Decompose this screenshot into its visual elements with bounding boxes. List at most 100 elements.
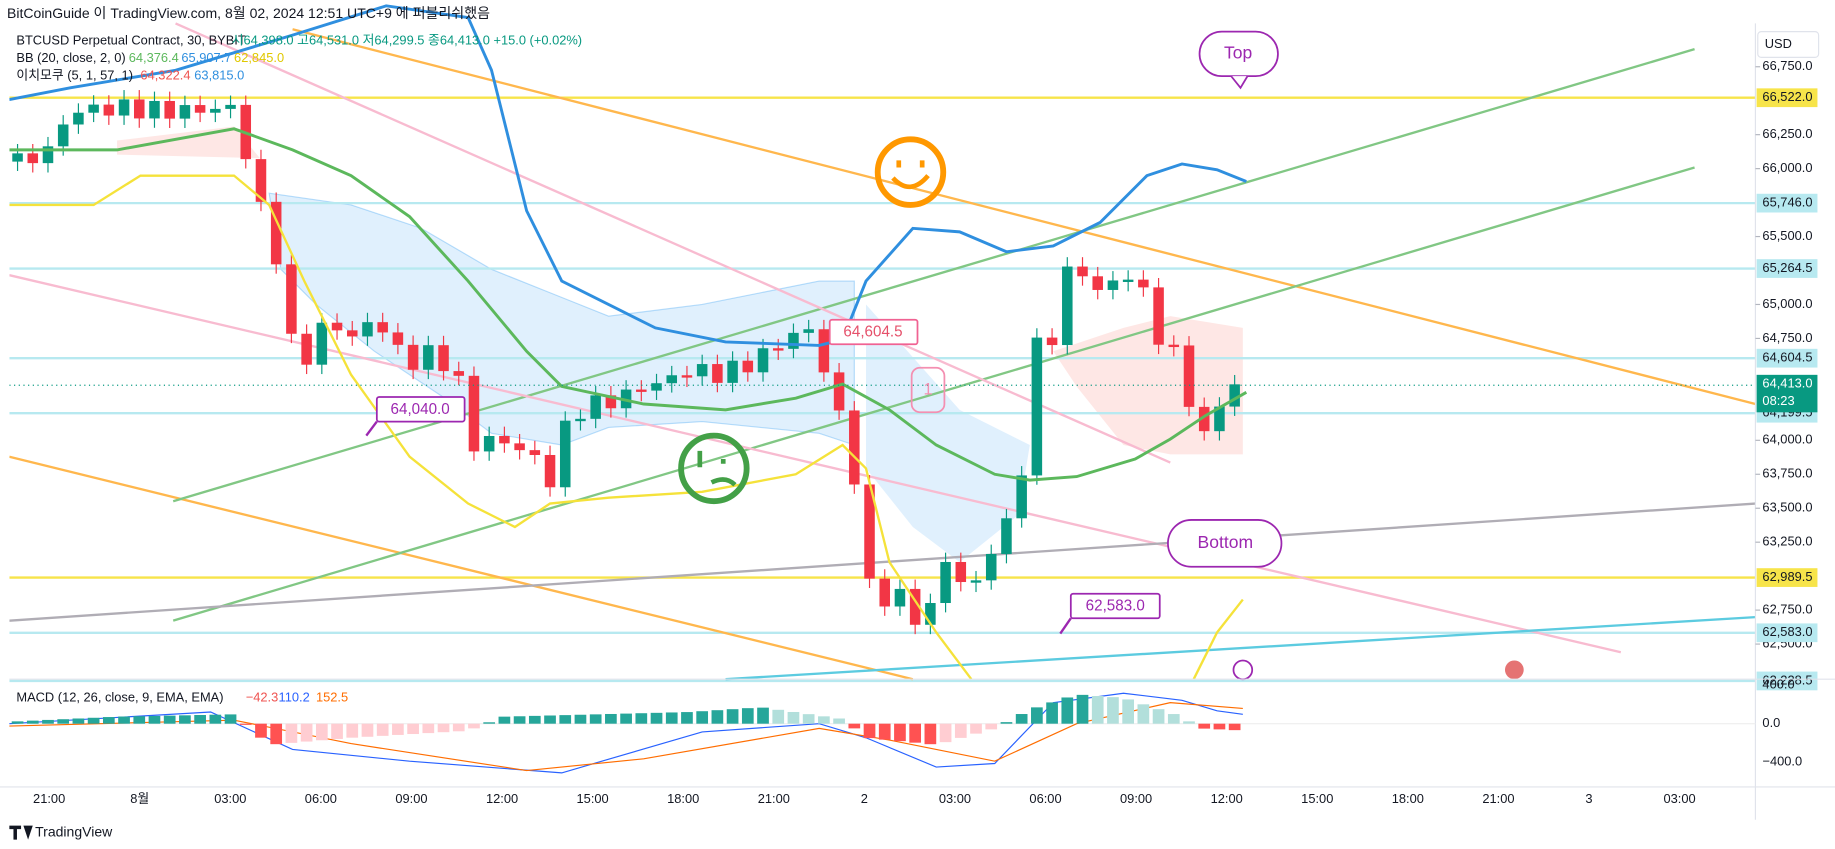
candle-body: [301, 333, 312, 365]
candle-body: [468, 375, 480, 452]
last-price-tag: [1756, 374, 1818, 413]
macd-bar: [1107, 697, 1119, 724]
candle-body: [118, 99, 130, 116]
candle-body: [666, 375, 678, 384]
bb-upper: [9, 4, 1247, 347]
ichimoku-value: 64,322.4: [140, 68, 190, 83]
candle-body: [194, 105, 206, 113]
price-tag: [1756, 88, 1818, 108]
x-tick-label: 21:00: [33, 791, 65, 806]
macd-bar: [1000, 722, 1013, 724]
bb-lower: [1192, 598, 1244, 680]
price-note-text: 62,583.0: [1086, 598, 1145, 615]
macd-bar: [422, 723, 435, 734]
y-tick-label: 65,500.0: [1762, 228, 1812, 243]
y-tick-label: 65,000.0: [1762, 296, 1812, 311]
macd-bar: [1167, 714, 1180, 724]
price-tag: [1756, 259, 1818, 278]
candle-body: [438, 345, 449, 372]
trend-line: [9, 455, 914, 681]
y-tick-label: 66,750.0: [1762, 58, 1812, 73]
candle-body: [696, 364, 708, 377]
currency: USD: [1765, 36, 1792, 51]
candle-body: [788, 332, 799, 349]
x-tick-label: 2: [861, 791, 868, 806]
x-tick-label: 09:00: [1120, 791, 1152, 806]
currency-box: [1757, 31, 1820, 58]
candle-body: [529, 450, 541, 455]
smiley-face: [697, 450, 737, 487]
candle-body: [1092, 276, 1103, 290]
candle-body: [316, 322, 328, 365]
macd-bar: [11, 721, 24, 724]
macd-bar: [300, 723, 313, 742]
candle-body: [1138, 279, 1149, 288]
macd-bar: [544, 715, 556, 724]
macd-bar: [894, 723, 906, 742]
top-label: Top: [1224, 43, 1253, 63]
smiley: [874, 136, 947, 208]
macd-bar: [346, 723, 359, 738]
macd-bar: [407, 723, 419, 735]
candle-body: [1168, 344, 1180, 348]
macd-value: 110.2: [279, 689, 310, 704]
candle-body: [453, 371, 465, 376]
x-tick-label: 03:00: [939, 791, 971, 806]
macd-bar: [285, 723, 298, 743]
macd-bar: [863, 723, 876, 739]
price-axis: 66,750.0 66,250.0 66,000.0 65,500.0 65,000.0…: [1755, 58, 1818, 691]
macd-bar: [498, 716, 511, 724]
trend-line: [172, 48, 1695, 503]
ohlc: 시64,398.0 고64,531.0 저64,299.5 종64,413.0 …: [232, 32, 582, 47]
macd-bar: [787, 711, 800, 724]
candle-body: [1001, 518, 1012, 554]
candle-body: [1122, 279, 1134, 282]
macd-bar: [772, 709, 785, 724]
macd-bar: [224, 714, 237, 724]
macd-bar: [1122, 699, 1135, 724]
candle-body: [423, 345, 434, 370]
macd-bar: [315, 723, 328, 741]
candle-body: [392, 332, 404, 345]
ichimoku-cloud: [866, 304, 1030, 563]
macd-bar: [163, 715, 176, 724]
macd-bar: [392, 723, 404, 735]
macd-bar: [26, 720, 39, 724]
macd-tick-label: 400.0: [1762, 676, 1794, 691]
candle-body: [1183, 345, 1195, 407]
macd-bar: [696, 711, 709, 724]
candle-body: [514, 443, 525, 451]
price-tag-label: 64,604.5: [1762, 350, 1812, 365]
callout: [1167, 519, 1283, 568]
price-tag-label: 62,228.5: [1762, 672, 1812, 687]
candle-body: [590, 395, 601, 419]
candle-body: [88, 104, 99, 113]
macd-bar: [468, 723, 480, 729]
x-tick-label: 06:00: [305, 791, 337, 806]
candle-body: [605, 395, 617, 409]
macd-value: −42.3: [246, 689, 279, 704]
x-tick-label: 8월: [130, 791, 149, 806]
candle-body: [362, 322, 373, 337]
macd-bar: [605, 713, 617, 724]
candle-body: [1198, 406, 1210, 432]
candle-body: [1214, 406, 1225, 432]
y-tick-label: 64,000.0: [1762, 432, 1812, 447]
candle-body: [133, 99, 145, 119]
trend-line: [9, 502, 1756, 622]
macd-bar: [72, 718, 85, 724]
x-tick-label: 21:00: [758, 791, 790, 806]
macd-bar: [179, 715, 191, 724]
wave-label: 1: [923, 380, 932, 398]
candle-body: [286, 264, 297, 334]
macd-tick-label: −400.0: [1762, 754, 1802, 769]
macd-bar: [757, 707, 769, 724]
candle-body: [1229, 384, 1240, 407]
macd-bar: [255, 723, 267, 738]
candle-body: [1107, 280, 1119, 290]
callout-tail: [1230, 75, 1249, 90]
candle-body: [818, 329, 830, 373]
macd-bar: [270, 723, 283, 745]
